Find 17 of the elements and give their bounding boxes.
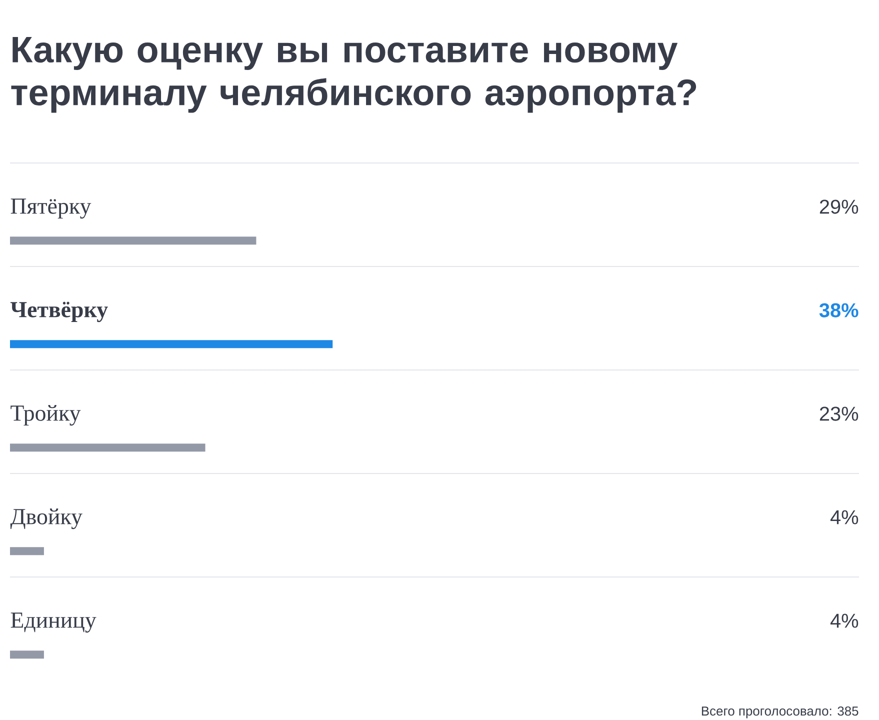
bar	[10, 650, 44, 659]
data-label: 38%	[819, 303, 858, 318]
y-tick-label: Двойку	[10, 508, 82, 530]
y-tick-label: Единицу	[10, 612, 96, 633]
bar	[10, 444, 206, 452]
y-tick-label: Тройку	[10, 404, 81, 426]
data-label: 23%	[820, 406, 858, 421]
bar	[10, 340, 333, 348]
y-tick-label: Пятёрку	[10, 198, 92, 219]
bar	[10, 547, 44, 556]
text: Всего проголосовало: 385	[702, 706, 858, 718]
data-label: 4%	[830, 510, 858, 524]
chart-title: Какую оценку вы поставите новому терминалу челябинского аэропорта?	[11, 36, 696, 113]
bar	[10, 236, 256, 245]
data-label: 4%	[830, 614, 858, 628]
y-tick-label: Четвёрку	[10, 302, 108, 322]
data-label: 29%	[820, 200, 858, 214]
